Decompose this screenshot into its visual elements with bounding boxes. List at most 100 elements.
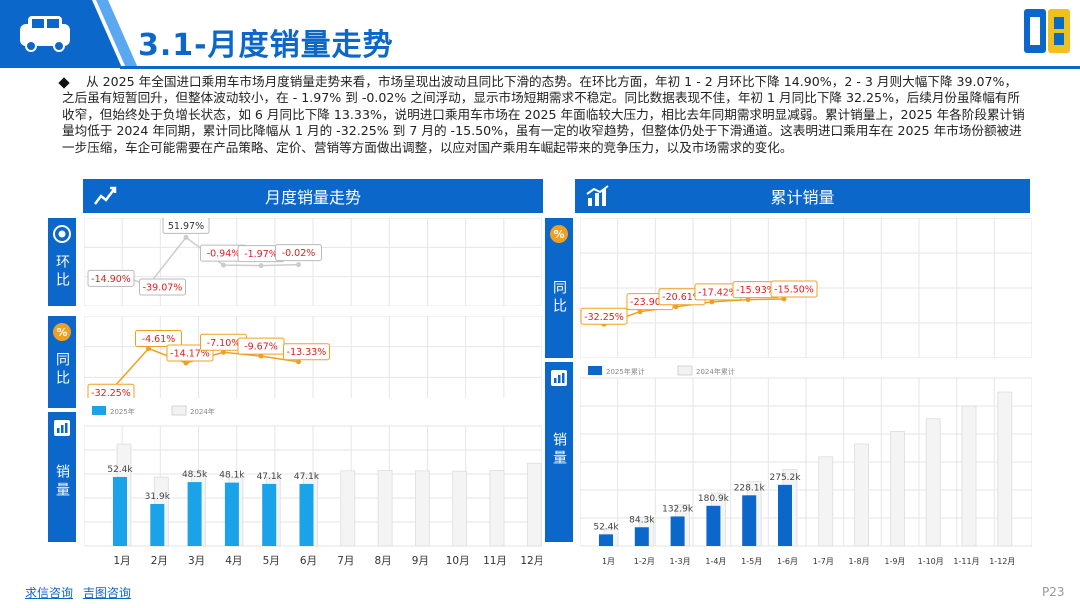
data-label: -23.90% <box>630 297 670 308</box>
bar-current-year <box>670 516 685 546</box>
data-point <box>258 263 264 269</box>
bar-prev-year <box>377 470 393 547</box>
bar-prev-year <box>414 470 430 547</box>
legend-label: 2024年累计 <box>696 367 735 376</box>
bar-prev-year <box>818 456 834 547</box>
data-label: -15.50% <box>774 284 814 295</box>
page-title: 3.1-月度销量走势 <box>138 28 394 63</box>
trend-line-icon <box>94 186 117 205</box>
right-tab-sales-label: 销量 <box>551 432 567 468</box>
left-panel-title: 月度销量走势 <box>264 188 361 207</box>
page-number: P23 <box>1042 585 1065 599</box>
car-icon <box>20 16 70 52</box>
data-label-box <box>770 280 818 298</box>
bar-prev-year <box>489 470 505 547</box>
bar-data-label: 47.1k <box>257 472 283 482</box>
data-point <box>146 346 151 352</box>
x-tick-label: 3月 <box>188 555 205 567</box>
data-point <box>183 360 189 366</box>
x-tick-label: 1-9月 <box>884 557 905 566</box>
x-tick-label: 2月 <box>151 555 168 567</box>
x-tick-label: 10月 <box>446 555 470 567</box>
data-label: -0.02% <box>282 248 316 259</box>
percent-icon: % <box>53 323 71 341</box>
data-label: -1.97% <box>244 249 278 260</box>
chart-monthly-mom: -14.90% -39.07% 51.97% -0.94% -1.97% -0.02% <box>84 218 542 306</box>
bar-data-label: 132.9k <box>662 504 694 514</box>
data-label-box <box>135 330 182 348</box>
bar-current-year <box>599 534 613 546</box>
x-tick-label: 1-8月 <box>849 557 870 566</box>
left-tab-sales: 销量 <box>48 412 76 542</box>
data-label-box <box>275 244 322 262</box>
right-tab-yoy-label: 同比 <box>551 280 567 316</box>
bar-current-year <box>224 482 239 546</box>
data-label: -20.61% <box>662 292 702 303</box>
data-label: -4.61% <box>142 334 176 345</box>
bar-data-label: 47.1k <box>294 472 320 482</box>
intro-paragraph: 从 2025 年全国进口乘用车市场月度销量走势来看，市场呈现出波动且同比下滑的态… <box>62 74 1027 156</box>
data-point <box>296 262 301 268</box>
chart-monthly-sales: 2025年 2024年 52.4k 1月 31.9k 2月 48.5k 3月 48.1k 4月 47… <box>84 398 542 570</box>
x-tick-label: 1-10月 <box>918 557 944 566</box>
title-underline <box>120 66 1080 69</box>
x-tick-label: 11月 <box>483 555 507 567</box>
legend-swatch <box>171 405 187 416</box>
bar-current-year <box>150 503 165 546</box>
bar-data-label: 52.4k <box>107 465 133 475</box>
legend-label: 2025年 <box>110 407 135 416</box>
chart-cumulative-sales: 2025年累计 2024年累计 52.4k 1月 84.3k 1-2月 132.9k 1-3月… <box>580 358 1032 570</box>
chart-grid <box>84 316 542 408</box>
data-label: -13.33% <box>287 347 327 358</box>
data-label: -39.07% <box>143 283 183 294</box>
right-panel-title: 累计销量 <box>770 188 835 207</box>
left-tab-mom-label: 环比 <box>54 254 70 290</box>
data-label: -32.25% <box>91 388 131 399</box>
data-point <box>745 297 751 303</box>
data-label: -15.93% <box>736 285 776 296</box>
x-tick-label: 1-2月 <box>634 557 655 566</box>
x-tick-label: 1月 <box>602 557 615 566</box>
data-label-box <box>283 343 330 361</box>
data-label: -0.94% <box>207 249 241 260</box>
data-point <box>781 296 787 302</box>
chart-cumulative-yoy: -32.25% -23.90%-20.61%-17.42%-15.93%-15.5… <box>580 218 1032 358</box>
data-point <box>673 304 679 310</box>
svg-text:%: % <box>56 326 67 339</box>
bar-prev-year <box>925 418 941 547</box>
footer-link-1[interactable]: 求信咨询 <box>25 586 74 600</box>
bar-data-label: 84.3k <box>629 515 655 525</box>
bar-current-year <box>187 482 202 546</box>
data-point <box>183 234 189 240</box>
data-label: 51.97% <box>168 221 204 232</box>
data-label-box <box>139 278 186 296</box>
footer-link-2[interactable]: 吉图咨询 <box>82 586 131 600</box>
x-tick-label: 1-7月 <box>813 557 834 566</box>
legend-label: 2024年 <box>190 407 215 416</box>
data-point <box>709 299 715 305</box>
svg-text:%: % <box>553 228 564 241</box>
data-point <box>221 262 226 268</box>
data-label: -9.67% <box>244 342 278 353</box>
data-point <box>221 349 226 355</box>
bar-data-label: 228.1k <box>734 483 766 493</box>
x-tick-label: 12月 <box>520 555 542 567</box>
x-tick-label: 1-3月 <box>670 557 691 566</box>
legend-swatch <box>588 366 602 375</box>
bar-data-label: 48.5k <box>182 470 208 480</box>
x-tick-label: 1月 <box>113 555 130 567</box>
data-label-box <box>87 269 135 287</box>
bar-prev-year <box>997 391 1013 547</box>
x-tick-label: 9月 <box>412 555 429 567</box>
x-tick-label: 7月 <box>337 555 354 567</box>
x-tick-label: 4月 <box>225 555 242 567</box>
data-label: -14.90% <box>91 274 131 285</box>
data-label-box <box>162 218 210 234</box>
left-tab-mom: 环比 <box>48 218 76 306</box>
legend-label: 2025年累计 <box>606 367 645 376</box>
left-tab-yoy-label: 同比 <box>54 352 70 388</box>
bar-icon <box>551 370 567 386</box>
left-tab-sales-label: 销量 <box>54 464 70 500</box>
bar-current-year <box>778 484 792 546</box>
data-label-box <box>580 307 628 325</box>
